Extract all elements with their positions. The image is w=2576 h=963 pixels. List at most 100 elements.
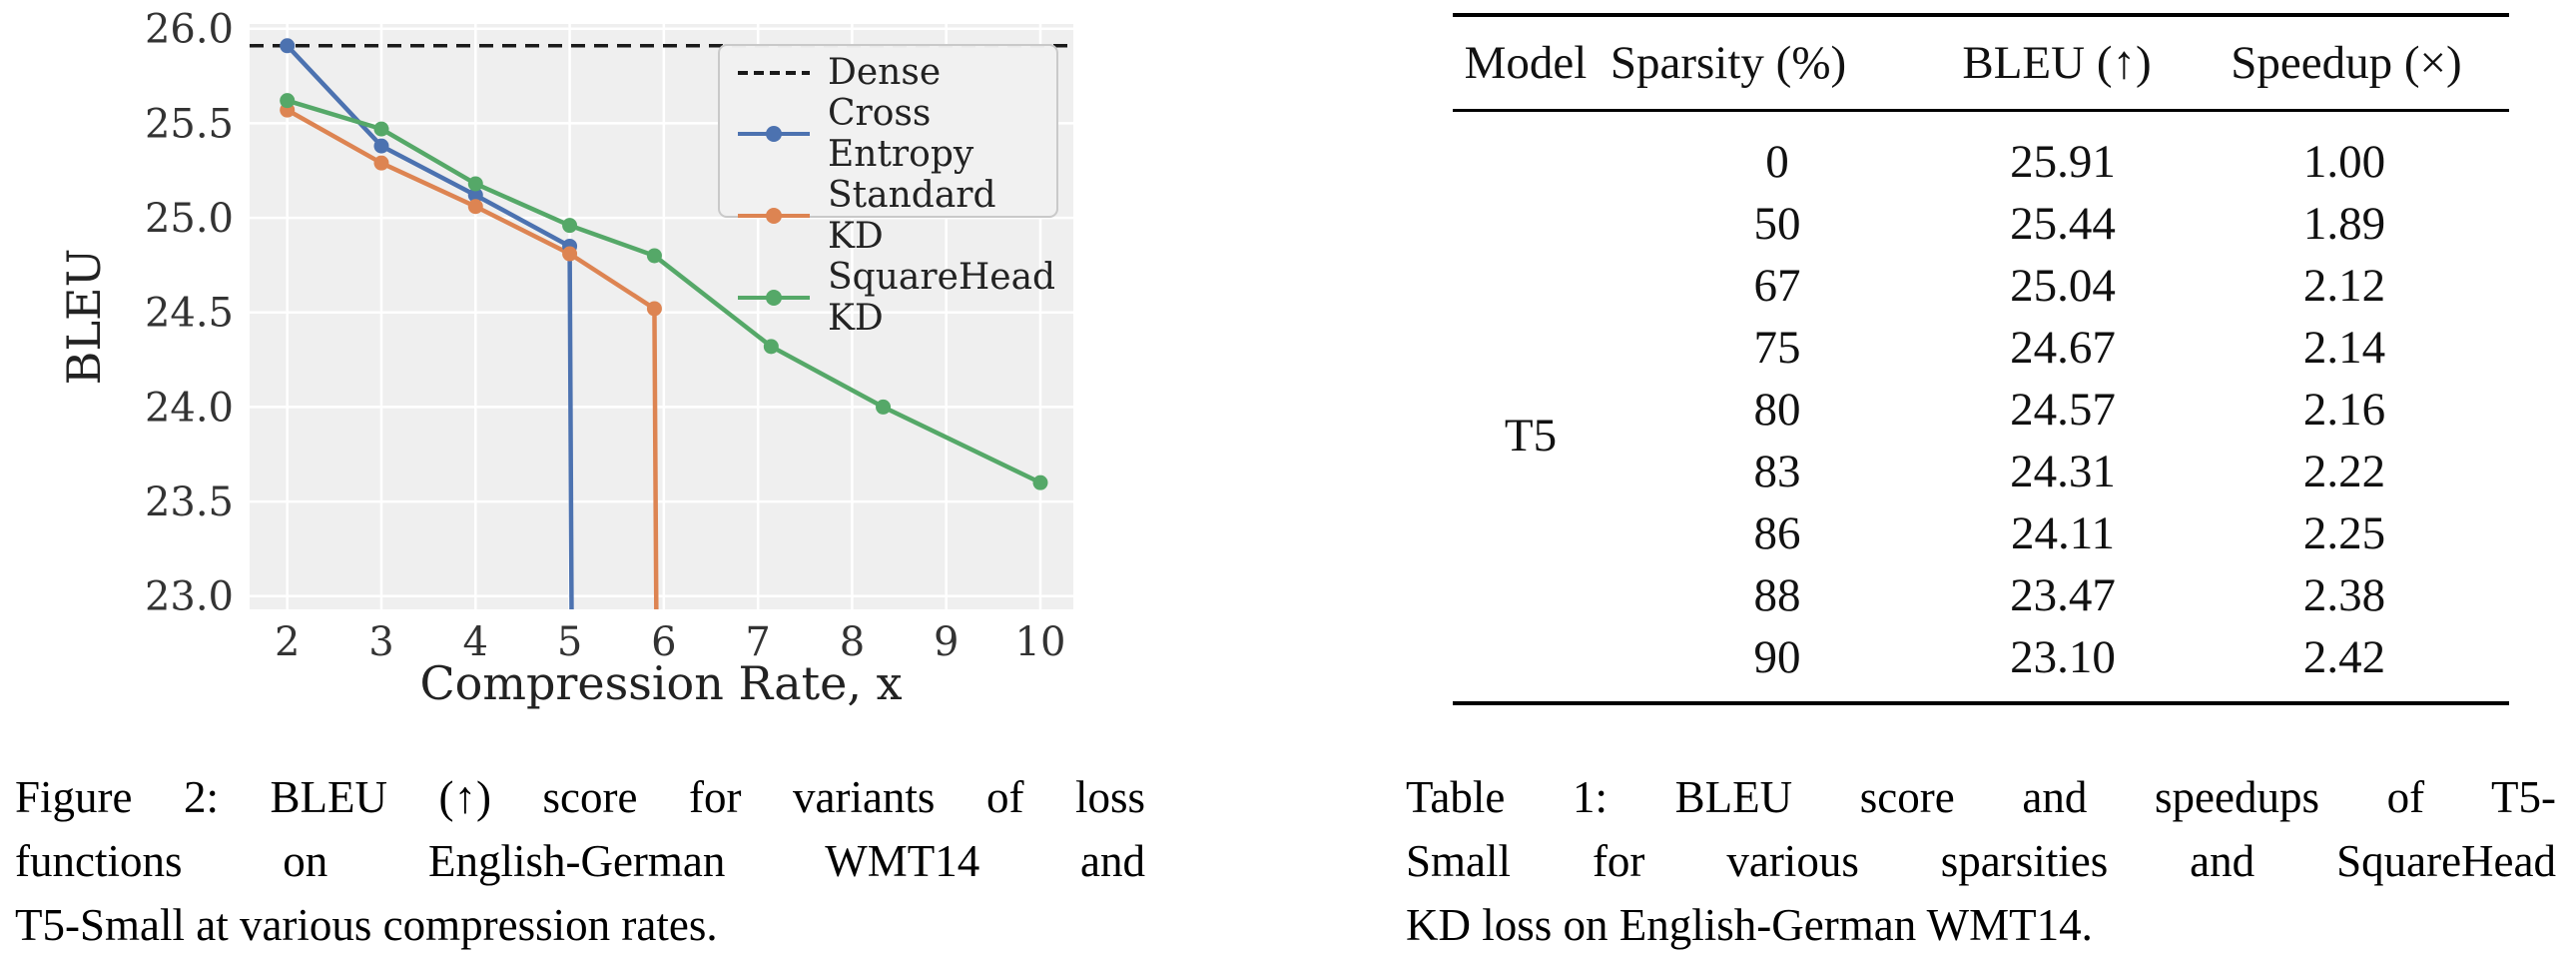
data-point-marker (562, 246, 578, 262)
cell-bleu: 23.47 (2010, 569, 2116, 621)
table-caption: Table 1: BLEU score and speedups of T5- … (1406, 765, 2556, 957)
figure-caption: Figure 2: BLEU (↑) score for variants of… (15, 765, 1145, 957)
column-header-sparsity: Sparsity (%) (1610, 37, 1847, 89)
x-axis-label: Compression Rate, x (419, 656, 902, 710)
x-tick-label: 2 (275, 619, 300, 665)
cell-sparsity: 83 (1753, 446, 1801, 497)
table-top-rule (1453, 13, 2509, 17)
legend-item-dense: Dense (720, 52, 1056, 93)
cell-bleu: 23.10 (2010, 631, 2116, 683)
cell-sparsity: 50 (1753, 198, 1801, 250)
data-point-marker (373, 121, 389, 137)
data-point-marker (467, 176, 483, 192)
legend-label: SquareHead KD (828, 257, 1056, 339)
y-tick-label: 23.5 (145, 480, 234, 525)
figure-caption-line: functions on English-German WMT14 and (15, 836, 1145, 886)
y-tick-label: 23.0 (145, 574, 234, 620)
bleu-compression-chart: 23.0 23.5 24.0 24.5 25.0 25.5 26.0 2 3 4 5 6 7 8 9 10 B… (57, 7, 1073, 710)
data-point-marker (1032, 475, 1048, 490)
legend-label: Dense (828, 52, 942, 93)
dashed-line-sample-icon (738, 70, 810, 75)
line-marker-sample-icon (738, 126, 810, 142)
x-tick-label: 6 (651, 619, 676, 665)
table-row: 90 23.10 2.42 (1398, 630, 2576, 684)
column-header-speedup: Speedup (×) (2231, 37, 2462, 89)
data-point-marker (876, 399, 892, 415)
table-caption-line: Small for various sparsities and SquareH… (1406, 836, 2556, 886)
cell-speedup: 2.12 (2302, 260, 2386, 312)
cell-speedup: 2.22 (2302, 446, 2386, 497)
cell-speedup: 2.38 (2302, 569, 2386, 621)
cell-bleu: 25.04 (2010, 260, 2116, 312)
data-point-marker (280, 38, 296, 54)
figure-caption-line: Figure 2: BLEU (↑) score for variants of… (15, 772, 1145, 822)
cell-speedup: 1.89 (2302, 198, 2386, 250)
y-tick-label: 24.5 (145, 291, 234, 337)
cell-speedup: 2.42 (2302, 631, 2386, 683)
table-mid-rule (1453, 109, 2509, 112)
cell-bleu: 25.44 (2010, 198, 2116, 250)
cell-speedup: 2.14 (2302, 322, 2386, 374)
cell-speedup: 1.00 (2302, 136, 2386, 188)
data-point-marker (280, 93, 296, 109)
table-1-region: Model Sparsity (%) BLEU (↑) Speedup (×) … (1398, 0, 2576, 963)
figure-caption-line: T5-Small at various compression rates. (15, 900, 718, 950)
data-point-marker (467, 187, 483, 203)
x-tick-label: 3 (368, 619, 393, 665)
cell-bleu: 24.11 (2010, 507, 2116, 559)
data-point-marker (646, 248, 662, 264)
x-tick-label: 10 (1015, 619, 1066, 665)
table-bottom-rule (1453, 701, 2509, 705)
y-tick-label: 24.0 (145, 385, 234, 431)
table-header-row: Model Sparsity (%) BLEU (↑) Speedup (×) (1398, 36, 2576, 90)
data-point-marker (763, 339, 779, 355)
data-point-marker (646, 301, 662, 317)
cell-bleu: 24.31 (2010, 446, 2116, 497)
table-row: 0 25.91 1.00 (1398, 135, 2576, 189)
table-body: 0 25.91 1.00 50 25.44 1.89 67 25.04 2.12 75 24.67 2… (1398, 0, 2576, 719)
y-tick-label: 26.0 (145, 7, 234, 53)
y-tick-label: 25.5 (145, 101, 234, 147)
column-header-bleu: BLEU (↑) (1962, 37, 2152, 89)
data-point-marker (373, 155, 389, 171)
legend-item-standard-kd: Standard KD (720, 175, 1056, 257)
x-tick-label: 5 (557, 619, 582, 665)
x-tick-label: 7 (745, 619, 770, 665)
line-marker-sample-icon (738, 208, 810, 224)
column-header-model: Model (1464, 37, 1588, 89)
table-row: 86 24.11 2.25 (1398, 506, 2576, 560)
model-cell: T5 (1504, 410, 1558, 462)
data-point-marker (373, 138, 389, 154)
series-line-standard-kd (286, 108, 659, 610)
table-caption-line: Table 1: BLEU score and speedups of T5- (1406, 772, 2556, 822)
cell-sparsity: 67 (1753, 260, 1801, 312)
cell-sparsity: 75 (1753, 322, 1801, 374)
cell-speedup: 2.16 (2302, 384, 2386, 436)
line-marker-sample-icon (738, 290, 810, 306)
x-tick-label: 4 (463, 619, 488, 665)
legend-label: Cross Entropy (828, 93, 974, 175)
table-caption-line: KD loss on English-German WMT14. (1406, 900, 2093, 950)
series-line-squarehead-kd (287, 98, 1041, 485)
table-row: 80 24.57 2.16 (1398, 383, 2576, 437)
table-row: 88 23.47 2.38 (1398, 568, 2576, 622)
table-row: 83 24.31 2.22 (1398, 445, 2576, 498)
table-row: 50 25.44 1.89 (1398, 197, 2576, 251)
cell-sparsity: 80 (1753, 384, 1801, 436)
table-row: 75 24.67 2.14 (1398, 321, 2576, 375)
chart-legend: Dense Cross Entropy Standard KD SquareHe… (718, 44, 1058, 339)
x-tick-label: 8 (840, 619, 865, 665)
cell-sparsity: 90 (1753, 631, 1801, 683)
cell-sparsity: 0 (1765, 136, 1789, 188)
legend-item-cross-entropy: Cross Entropy (720, 93, 1056, 175)
figure-2-region: 23.0 23.5 24.0 24.5 25.0 25.5 26.0 2 3 4 5 6 7 8 9 10 B… (15, 7, 1145, 957)
table-row: 67 25.04 2.12 (1398, 259, 2576, 313)
data-point-marker (562, 218, 578, 234)
cell-sparsity: 88 (1753, 569, 1801, 621)
x-tick-label: 9 (934, 619, 959, 665)
data-point-marker (467, 199, 483, 215)
y-axis-label: BLEU (57, 249, 111, 386)
cell-bleu: 25.91 (2010, 136, 2116, 188)
cell-sparsity: 86 (1753, 507, 1801, 559)
